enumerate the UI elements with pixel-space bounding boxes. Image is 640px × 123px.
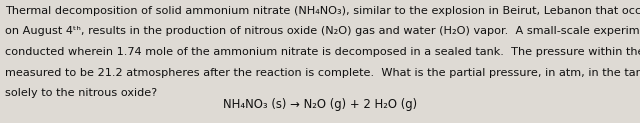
Text: conducted wherein 1.74 mole of the ammonium nitrate is decomposed in a sealed ta: conducted wherein 1.74 mole of the ammon…: [5, 47, 640, 57]
Text: Thermal decomposition of solid ammonium nitrate (NH₄NO₃), similar to the explosi: Thermal decomposition of solid ammonium …: [5, 6, 640, 15]
Text: solely to the nitrous oxide?: solely to the nitrous oxide?: [5, 88, 157, 98]
Text: measured to be 21.2 atmospheres after the reaction is complete.  What is the par: measured to be 21.2 atmospheres after th…: [5, 68, 640, 77]
Text: on August 4ᵗʰ, results in the production of nitrous oxide (N₂O) gas and water (H: on August 4ᵗʰ, results in the production…: [5, 26, 640, 36]
Text: NH₄NO₃ (s) → N₂O (g) + 2 H₂O (g): NH₄NO₃ (s) → N₂O (g) + 2 H₂O (g): [223, 98, 417, 111]
